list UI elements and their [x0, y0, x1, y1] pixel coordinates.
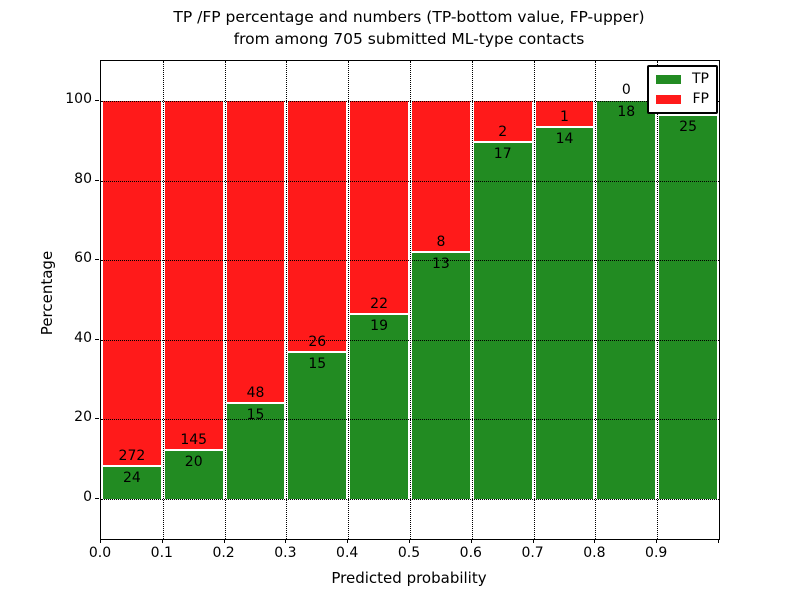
bar-segment-fp: [350, 101, 408, 315]
bar-value-tp: 15: [308, 356, 327, 373]
y-tick-label: 60: [74, 250, 92, 267]
x-tick-mark: [594, 539, 596, 543]
x-tick-mark: [656, 539, 658, 543]
y-tick-mark: [95, 259, 99, 261]
bar-value-tp: 18: [617, 104, 636, 120]
bar-value-fp: 48: [246, 385, 265, 402]
y-tick-mark: [95, 100, 99, 101]
bar-segment-fp: [288, 101, 347, 354]
bar-value-tp: 19: [370, 317, 388, 334]
gridline-vertical: [348, 61, 350, 539]
legend: TP FP: [647, 65, 718, 114]
x-tick-label: 0.8: [583, 545, 606, 561]
x-tick-mark: [409, 539, 410, 543]
gridline-vertical: [286, 61, 288, 539]
y-tick-label: 40: [74, 329, 92, 346]
bar-value-fp: 272: [118, 447, 146, 464]
x-tick-label: 0.9: [645, 545, 668, 561]
legend-label-tp: TP: [692, 71, 709, 87]
y-tick-mark: [95, 498, 99, 499]
gridline-vertical: [224, 61, 226, 539]
bar-segment-tp: [288, 353, 347, 499]
x-tick-mark: [223, 539, 225, 543]
x-tick-label: 0.5: [397, 545, 421, 561]
x-tick-mark: [532, 539, 534, 543]
bar-value-tp: 20: [184, 453, 203, 470]
bar-value-fp: 1: [560, 108, 569, 125]
bar-value-fp: 145: [180, 431, 208, 448]
bar-segment-tp: [597, 101, 656, 499]
y-tick-label: 80: [74, 170, 92, 187]
bar-segment-fp: [164, 101, 223, 451]
bar-segment-tp: [350, 314, 408, 499]
legend-item-tp: TP: [656, 72, 709, 87]
x-tick-mark: [347, 539, 349, 543]
x-tick-label: 0.3: [274, 545, 297, 561]
bar-value-tp: 15: [246, 407, 265, 424]
bar-value-tp: 25: [679, 119, 697, 136]
gridline-vertical: [533, 61, 535, 539]
bar-value-fp: 2: [498, 123, 508, 140]
tp-swatch-icon: [656, 75, 681, 84]
bar-segment-fp: [103, 101, 161, 467]
gridline-vertical: [657, 61, 659, 539]
bar-value-tp: 14: [555, 130, 574, 147]
bar-value-fp: 8: [436, 233, 446, 250]
gridline-vertical: [410, 61, 411, 539]
y-tick-mark: [95, 338, 99, 340]
plot-area: TP FP 24 20 15 15 19 13 17 14 18 25 272 145 48 26 22 8 2…: [100, 60, 720, 540]
chart-title-line2: from among 705 submitted ML-type contact…: [233, 30, 585, 48]
bar-segment-tp: [164, 450, 223, 499]
x-tick-mark: [161, 539, 163, 543]
x-tick-mark: [718, 539, 719, 543]
bar-value-fp: 0: [621, 82, 631, 98]
bar-value-tp: 13: [431, 255, 450, 272]
bar-segment-tp: [535, 127, 594, 499]
x-tick-label: 0.4: [336, 545, 359, 561]
gridline-vertical: [595, 61, 597, 539]
bar-value-tp: 24: [122, 469, 141, 486]
x-tick-label: 0.0: [88, 545, 112, 561]
bar-value-fp: 26: [308, 334, 327, 351]
bar-segment-tp: [473, 142, 532, 499]
bar-segment-tp: [103, 466, 161, 499]
bar-segment-tp: [659, 116, 717, 499]
x-axis-label: Predicted probability: [331, 569, 487, 587]
bar-segment-fp: [535, 101, 594, 128]
y-tick-mark: [95, 179, 99, 181]
gridline-vertical: [471, 61, 473, 539]
fp-swatch-icon: [656, 95, 681, 104]
x-tick-label: 0.7: [521, 545, 544, 561]
bar-segment-fp: [412, 101, 470, 253]
bar-segment-fp: [473, 101, 532, 143]
bar-segment-tp: [412, 252, 470, 499]
x-tick-label: 0.1: [150, 545, 173, 561]
bar-segment-fp: [226, 101, 285, 405]
x-tick-mark: [100, 539, 101, 543]
x-tick-label: 0.6: [459, 545, 482, 561]
y-tick-label: 0: [83, 489, 92, 505]
legend-label-fp: FP: [692, 91, 710, 107]
gridline-vertical: [162, 61, 164, 539]
bar-value-tp: 17: [493, 145, 512, 162]
y-tick-label: 20: [74, 409, 92, 426]
bar-value-fp: 22: [370, 295, 388, 312]
y-tick-label: 100: [65, 91, 92, 107]
y-tick-mark: [95, 418, 99, 420]
chart-title-line1: TP /FP percentage and numbers (TP-bottom…: [173, 8, 645, 26]
x-tick-label: 0.2: [212, 545, 235, 561]
x-tick-mark: [285, 539, 287, 543]
legend-item-fp: FP: [656, 92, 709, 107]
x-tick-mark: [470, 539, 472, 543]
